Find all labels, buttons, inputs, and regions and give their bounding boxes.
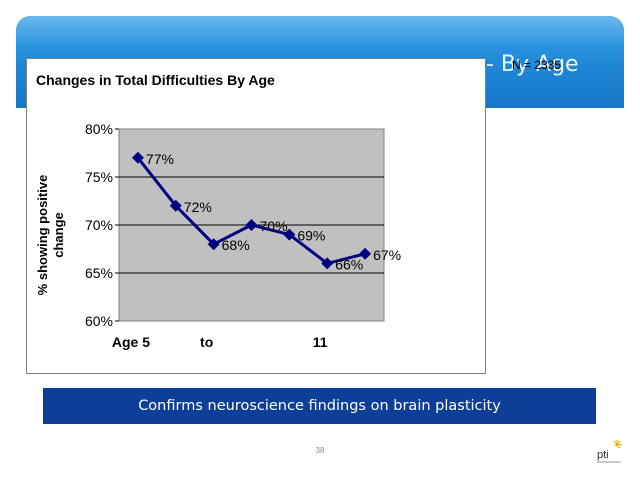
data-label: 68% — [222, 237, 250, 253]
y-axis-label-line: % showing positive — [35, 175, 50, 296]
x-tick-label: 11 — [313, 334, 328, 350]
chart: Changes in Total Difficulties By Age 60%… — [35, 72, 401, 350]
conclusion-banner: Confirms neuroscience findings on brain … — [43, 388, 596, 424]
y-axis: 60% 65% 70% 75% 80% — [85, 121, 119, 329]
y-axis-label-line: change — [51, 212, 66, 258]
x-tick-label: to — [200, 334, 213, 350]
data-point — [245, 219, 258, 231]
chart-title: Changes in Total Difficulties By Age — [36, 72, 275, 88]
data-label: 70% — [260, 218, 288, 234]
data-point — [207, 238, 220, 251]
pti-logo: pti — [597, 440, 622, 463]
y-tick-label: 75% — [85, 169, 113, 185]
y-axis-label: % showing positivechange — [35, 175, 66, 296]
x-tick-label: Age 5 — [112, 334, 150, 350]
y-tick-label: 80% — [85, 121, 113, 137]
series: 77% 72% 68% 70% 69% 66% 67% — [131, 151, 401, 272]
data-label: 72% — [184, 199, 212, 215]
slide-title: - By Age — [486, 52, 579, 77]
data-point — [169, 199, 182, 212]
data-label: 66% — [335, 256, 363, 272]
data-point — [131, 151, 144, 164]
data-label: 69% — [297, 228, 325, 244]
sample-size-label: N = 2335 — [512, 58, 562, 72]
data-point — [283, 228, 296, 241]
conclusion-text: Confirms neuroscience findings on brain … — [138, 398, 501, 414]
logo-text: pti — [597, 449, 609, 461]
data-label: 67% — [373, 247, 401, 263]
data-label: 77% — [146, 151, 174, 167]
data-point — [359, 247, 372, 260]
y-tick-label: 65% — [85, 265, 113, 281]
page-number: 38 — [315, 446, 325, 455]
y-tick-label: 60% — [85, 313, 113, 329]
data-point — [321, 257, 334, 270]
y-tick-label: 70% — [85, 217, 113, 233]
x-axis: Age 5 to 11 — [112, 334, 328, 350]
chart-frame: Changes in Total Difficulties By Age 60%… — [26, 58, 486, 374]
